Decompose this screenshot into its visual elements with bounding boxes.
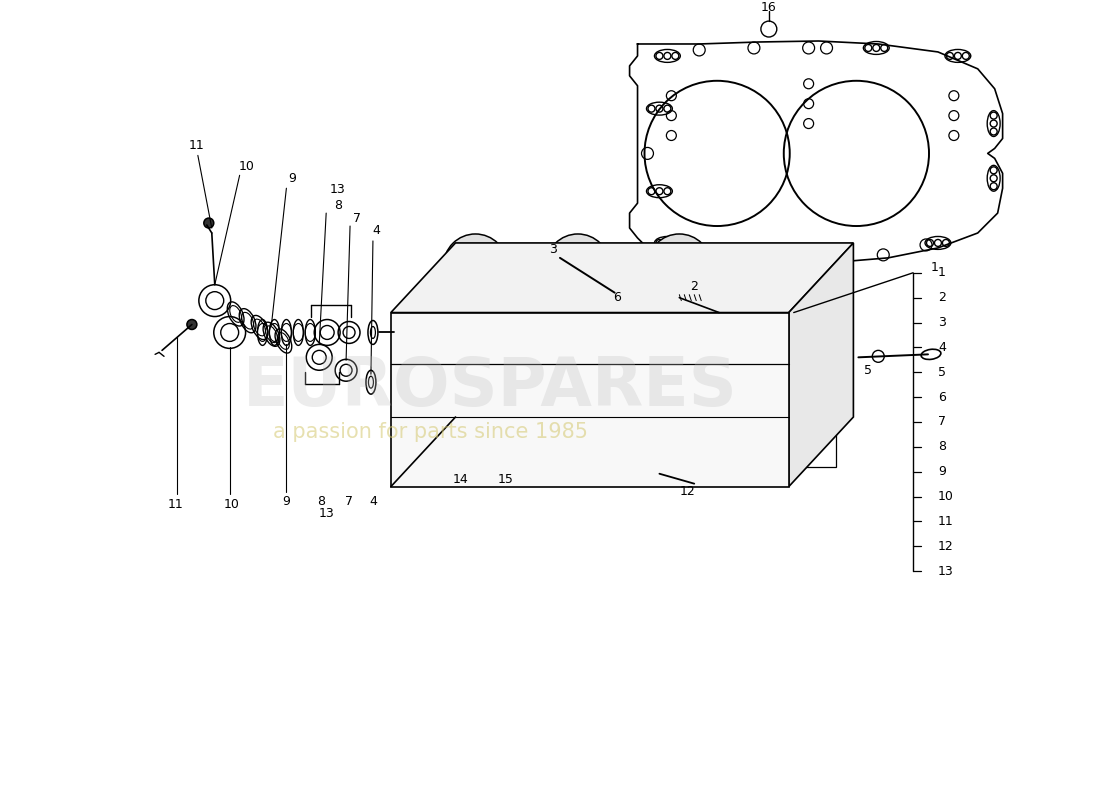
Text: 5: 5: [938, 366, 946, 378]
Ellipse shape: [652, 386, 691, 408]
Text: 5: 5: [865, 364, 872, 377]
Text: 6: 6: [613, 291, 620, 304]
Text: 11: 11: [189, 139, 205, 152]
Text: 10: 10: [223, 498, 240, 511]
Text: 7: 7: [345, 495, 353, 508]
Text: 12: 12: [938, 540, 954, 553]
Text: EUROSPARES: EUROSPARES: [243, 354, 738, 420]
Ellipse shape: [421, 386, 460, 408]
Text: 13: 13: [318, 507, 334, 520]
Text: 1: 1: [931, 262, 939, 274]
Text: a passion for parts since 1985: a passion for parts since 1985: [273, 422, 588, 442]
Text: 8: 8: [938, 440, 946, 454]
Circle shape: [204, 218, 213, 228]
Text: 15: 15: [497, 473, 514, 486]
Text: 10: 10: [938, 490, 954, 503]
Circle shape: [443, 234, 507, 298]
Polygon shape: [789, 243, 854, 486]
Text: 10: 10: [239, 160, 254, 173]
Text: 3: 3: [938, 316, 946, 329]
Text: 13: 13: [938, 565, 954, 578]
Text: 2: 2: [691, 280, 698, 294]
Text: 11: 11: [168, 498, 184, 511]
Polygon shape: [390, 313, 789, 486]
Ellipse shape: [641, 322, 701, 362]
Text: 7: 7: [938, 415, 946, 429]
Text: 12: 12: [680, 485, 695, 498]
Text: 7: 7: [353, 211, 361, 225]
Text: 6: 6: [938, 390, 946, 404]
Ellipse shape: [482, 386, 519, 408]
Text: 2: 2: [938, 291, 946, 304]
Circle shape: [651, 469, 659, 477]
Text: 4: 4: [938, 341, 946, 354]
Text: 9: 9: [283, 495, 290, 508]
Text: 11: 11: [938, 515, 954, 528]
Ellipse shape: [539, 386, 576, 408]
Bar: [799, 342, 836, 392]
Text: 9: 9: [288, 172, 296, 185]
Circle shape: [560, 248, 596, 284]
Text: 3: 3: [549, 243, 557, 256]
Text: 9: 9: [938, 466, 946, 478]
Bar: [799, 407, 836, 466]
Text: 4: 4: [368, 495, 377, 508]
Circle shape: [661, 248, 697, 284]
Text: 8: 8: [317, 495, 326, 508]
Polygon shape: [390, 243, 854, 313]
Text: 4: 4: [372, 225, 379, 238]
Text: 8: 8: [334, 198, 342, 212]
Ellipse shape: [542, 322, 602, 362]
Circle shape: [458, 248, 493, 284]
Ellipse shape: [598, 386, 637, 408]
Text: 1: 1: [938, 266, 946, 279]
Text: 14: 14: [452, 473, 469, 486]
Text: 13: 13: [329, 182, 345, 196]
Ellipse shape: [441, 322, 500, 362]
Text: 16: 16: [761, 1, 777, 14]
Circle shape: [546, 234, 609, 298]
Circle shape: [187, 319, 197, 330]
Circle shape: [648, 234, 712, 298]
Ellipse shape: [711, 386, 748, 408]
